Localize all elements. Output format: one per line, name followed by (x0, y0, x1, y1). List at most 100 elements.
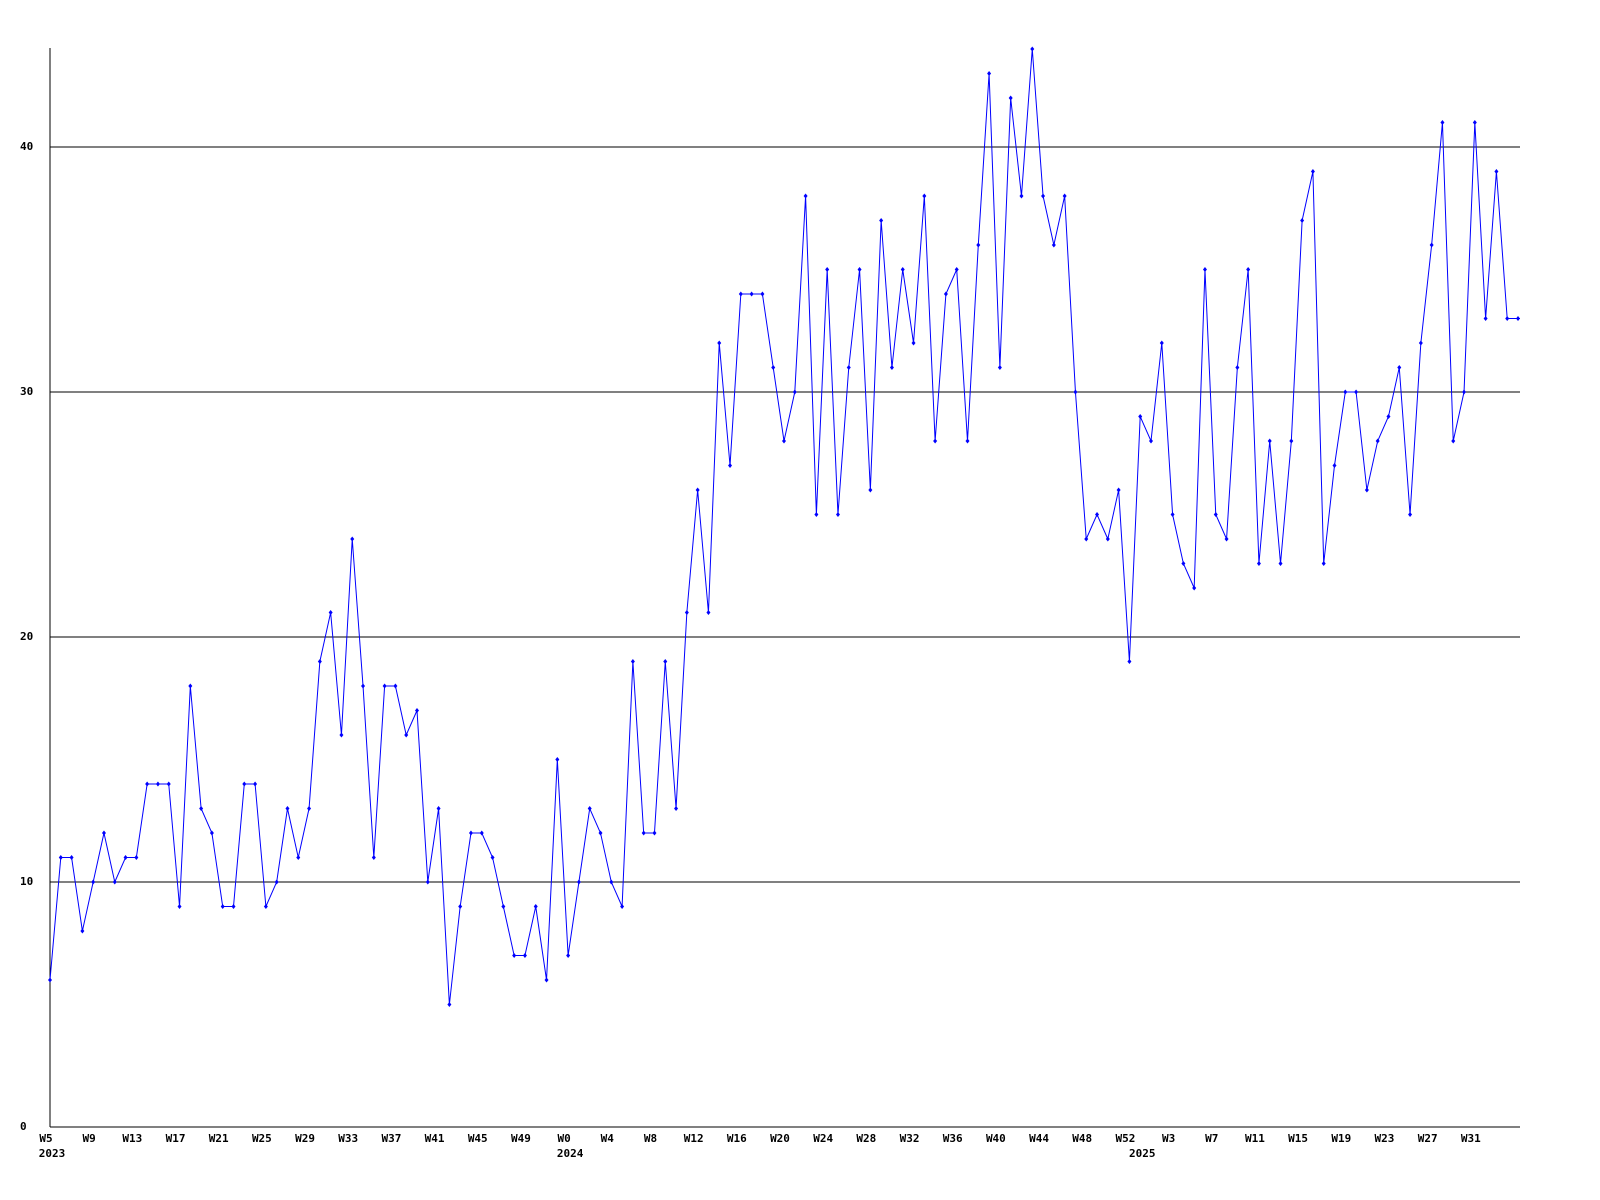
point-marker (231, 904, 236, 909)
x-tick-label: W20 (770, 1132, 790, 1145)
point-marker (350, 536, 355, 542)
x-year-label: 2025 (1129, 1147, 1156, 1160)
point-marker (641, 830, 646, 836)
point-marker (706, 610, 711, 615)
point-marker (1429, 242, 1434, 248)
point-marker (1354, 389, 1359, 395)
point-marker (760, 291, 765, 297)
point-marker (1256, 561, 1261, 566)
point-marker (101, 830, 106, 836)
x-tick-label: W52 (1115, 1132, 1135, 1145)
point-marker (1019, 193, 1024, 199)
point-marker (80, 928, 85, 934)
point-marker (857, 267, 862, 272)
point-marker (1483, 316, 1488, 321)
point-marker (188, 683, 193, 689)
x-tick-label: W33 (338, 1132, 358, 1145)
x-year-label: 2024 (557, 1147, 584, 1160)
point-marker (814, 512, 819, 517)
point-marker (1472, 120, 1477, 125)
point-marker (544, 977, 549, 983)
point-marker (317, 659, 322, 664)
point-marker (1159, 340, 1164, 346)
point-marker (987, 71, 992, 76)
x-tick-label: W3 (1162, 1132, 1175, 1145)
point-marker (598, 830, 603, 836)
x-tick-label: W40 (986, 1132, 1006, 1145)
x-tick-label: W19 (1331, 1132, 1351, 1145)
point-marker (253, 781, 258, 787)
x-tick-label: W17 (166, 1132, 186, 1145)
point-marker (274, 879, 279, 885)
point-marker (501, 904, 506, 909)
y-tick-label: 20 (20, 630, 33, 643)
x-tick-label: W21 (209, 1132, 229, 1145)
point-marker (792, 389, 797, 395)
point-marker (1451, 438, 1456, 444)
x-tick-label: W41 (425, 1132, 445, 1145)
point-marker (123, 855, 128, 860)
point-marker (1364, 487, 1369, 493)
point-marker (220, 904, 225, 909)
point-marker (630, 659, 635, 664)
point-marker (1105, 536, 1110, 542)
point-marker (1246, 267, 1251, 272)
x-tick-label: W15 (1288, 1132, 1308, 1145)
x-tick-label: W16 (727, 1132, 747, 1145)
point-marker (922, 193, 927, 199)
x-year-label: 2023 (39, 1147, 66, 1160)
point-marker (576, 879, 581, 885)
point-marker (296, 855, 301, 860)
point-marker (209, 830, 214, 836)
point-marker (1170, 512, 1175, 517)
x-tick-label: W44 (1029, 1132, 1049, 1145)
x-tick-label: W23 (1375, 1132, 1395, 1145)
point-marker (1386, 414, 1391, 419)
x-tick-label: W28 (856, 1132, 876, 1145)
x-tick-label: W49 (511, 1132, 531, 1145)
x-tick-label: W27 (1418, 1132, 1438, 1145)
point-marker (436, 806, 441, 811)
point-marker (1008, 95, 1013, 101)
point-marker (976, 242, 981, 248)
point-marker (1462, 389, 1467, 395)
point-marker (965, 438, 970, 444)
point-marker (1289, 438, 1294, 444)
x-tick-label: W13 (122, 1132, 142, 1145)
point-marker (177, 904, 182, 909)
point-marker (1095, 512, 1100, 517)
point-marker (425, 879, 430, 885)
point-marker (868, 487, 873, 493)
point-marker (1149, 438, 1153, 444)
point-marker (1202, 267, 1207, 272)
point-marker (749, 291, 754, 297)
point-marker (522, 953, 527, 958)
point-marker (361, 683, 366, 689)
point-marker (307, 806, 312, 811)
point-marker (490, 855, 495, 860)
point-marker (1343, 389, 1348, 395)
point-marker (263, 904, 268, 909)
point-marker (738, 291, 743, 297)
point-marker (728, 463, 733, 468)
point-marker (566, 953, 571, 958)
x-tick-label: W31 (1461, 1132, 1481, 1145)
point-marker (512, 953, 517, 958)
point-marker (1300, 218, 1305, 223)
point-marker (587, 806, 592, 811)
point-marker (1041, 193, 1046, 199)
point-marker (803, 193, 808, 199)
point-marker (555, 757, 560, 762)
point-marker (382, 683, 387, 689)
point-marker (900, 267, 905, 272)
y-tick-label: 10 (20, 875, 33, 888)
point-marker (933, 438, 938, 444)
point-marker (1213, 512, 1218, 517)
point-marker (911, 340, 916, 346)
point-marker (825, 267, 830, 272)
point-marker (835, 512, 840, 517)
point-marker (1408, 512, 1413, 517)
point-marker (242, 781, 247, 787)
point-marker (1030, 46, 1035, 52)
